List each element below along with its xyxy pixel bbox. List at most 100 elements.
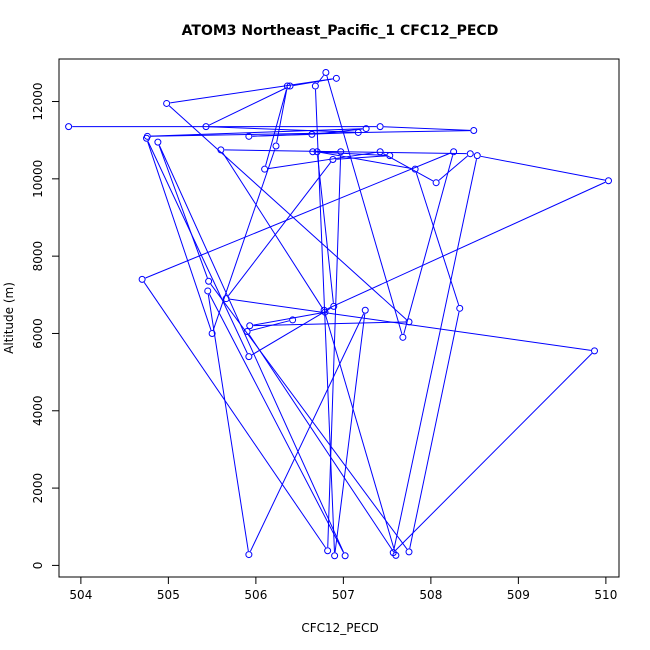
x-tick-label: 508: [419, 588, 442, 602]
data-point: [329, 156, 337, 164]
x-axis: 504 505 506 507 508 509 510: [69, 576, 617, 602]
series-segment: [438, 155, 468, 181]
series-segment: [249, 313, 365, 552]
y-tick-label: 0: [31, 562, 45, 570]
data-point: [205, 277, 213, 285]
data-point: [202, 123, 210, 131]
series-segment: [210, 283, 408, 550]
series-segment: [395, 353, 593, 551]
data-point: [354, 128, 362, 136]
data-point: [313, 148, 321, 156]
data-point: [261, 165, 269, 173]
y-tick-label: 6000: [31, 318, 45, 349]
data-point: [324, 547, 332, 555]
y-tick-label: 10000: [31, 160, 45, 198]
y-tick-label: 4000: [31, 396, 45, 427]
y-axis: 0 2000 4000 6000 8000 10000 12000: [31, 82, 60, 570]
data-point: [246, 322, 254, 330]
data-point: [337, 148, 345, 156]
data-point: [361, 306, 369, 314]
data-series: [65, 69, 612, 560]
data-point: [332, 74, 340, 82]
data-point: [362, 125, 370, 133]
series-segment: [276, 89, 288, 143]
data-point: [450, 148, 458, 156]
data-point: [432, 179, 440, 187]
series-segment: [317, 75, 325, 84]
series-segment: [147, 141, 248, 354]
series-segment: [250, 320, 290, 332]
series-segment: [327, 155, 342, 548]
series-segment: [143, 282, 327, 549]
x-axis-label: CFC12_PECD: [301, 621, 378, 635]
series-segment: [158, 145, 208, 279]
data-point: [405, 548, 413, 556]
data-point: [392, 551, 400, 559]
series-segment: [383, 126, 471, 131]
data-point: [411, 165, 419, 173]
series-segment: [207, 294, 249, 552]
data-point: [473, 152, 481, 160]
data-point: [456, 304, 464, 312]
series-segment: [252, 132, 355, 137]
plot-area-frame: [58, 58, 620, 578]
data-point: [399, 333, 407, 341]
series-segment: [268, 151, 377, 170]
data-point: [286, 82, 294, 90]
series-segment: [253, 321, 406, 327]
series-segment: [168, 105, 407, 320]
data-point: [376, 148, 384, 156]
series-segment: [383, 153, 434, 182]
data-point: [217, 146, 225, 154]
data-point: [283, 82, 291, 90]
series-segment: [480, 155, 606, 181]
chart-title: ATOM3 Northeast_Pacific_1 CFC12_PECD: [182, 23, 499, 39]
series-segment: [158, 145, 345, 553]
x-tick-label: 507: [332, 588, 355, 602]
x-tick-label: 505: [157, 588, 180, 602]
series-segment: [409, 311, 460, 549]
data-point: [591, 347, 598, 355]
data-point: [330, 302, 338, 310]
series-segment: [326, 75, 403, 335]
data-point: [65, 123, 73, 131]
data-point: [245, 353, 253, 361]
y-axis-label: Altitude (m): [2, 282, 16, 354]
series-segment: [209, 87, 287, 126]
series-segment: [334, 313, 366, 553]
series-segment: [145, 152, 451, 279]
series-segment: [251, 307, 331, 356]
data-point: [272, 142, 280, 150]
series-segment: [248, 334, 395, 553]
series-segment: [212, 149, 276, 331]
data-point: [308, 130, 316, 138]
series-segment: [209, 126, 355, 133]
series-segment: [224, 149, 467, 155]
series-segment: [253, 312, 322, 326]
data-point: [245, 132, 253, 140]
x-tick-label: 506: [244, 588, 267, 602]
series-segment: [222, 152, 324, 310]
data-point: [289, 316, 297, 324]
series-segment: [265, 89, 287, 166]
data-point: [386, 152, 394, 160]
data-point: [376, 123, 384, 131]
series-segment: [327, 181, 606, 310]
series-segment: [393, 159, 477, 550]
data-point: [320, 306, 328, 314]
series-segment: [315, 89, 335, 553]
series-segment: [150, 130, 471, 137]
data-point: [143, 134, 150, 142]
data-point: [245, 551, 253, 559]
data-point: [309, 148, 317, 156]
series-segment: [147, 141, 212, 331]
data-point: [222, 295, 230, 303]
series-segment: [170, 78, 333, 104]
series-segment: [150, 128, 363, 137]
data-point: [405, 318, 413, 326]
series-segment: [317, 155, 334, 303]
y-tick-label: 12000: [31, 82, 45, 120]
data-point: [138, 275, 146, 283]
data-point: [470, 127, 478, 135]
